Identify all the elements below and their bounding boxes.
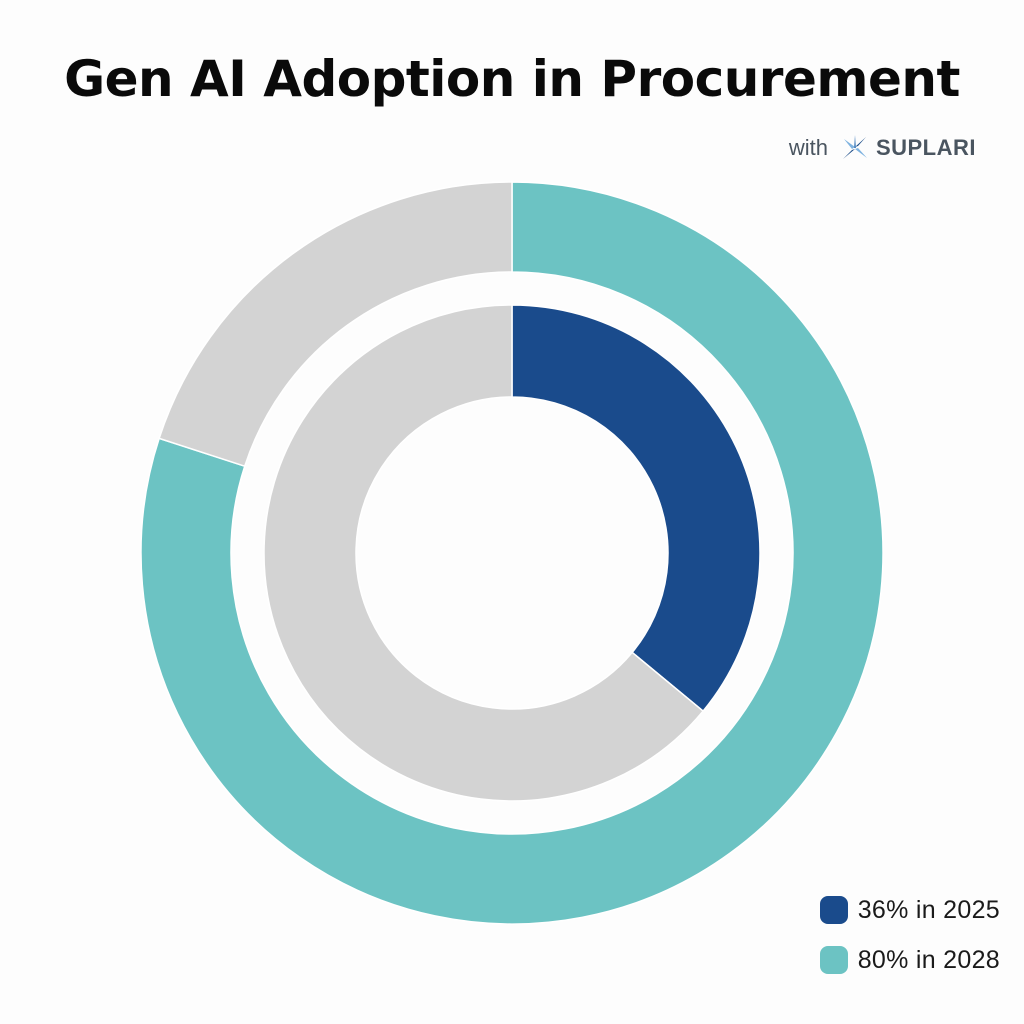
outer-ring-value-segment [140,181,884,925]
legend-label-2025: 36% in 2025 [857,895,1000,924]
legend-label-2028: 80% in 2028 [857,945,1000,974]
logo-shard-1 [843,139,855,149]
logo-shard-2 [854,137,866,147]
logo-shard-4 [854,148,867,158]
subtitle: with SUPLARI [789,133,976,163]
inner-ring-remainder-segment [263,304,705,802]
with-text: with [788,135,828,160]
brand-name: SUPLARI [875,135,976,160]
logo-shard-5 [853,135,856,148]
legend-item-2025: 36% in 2025 [819,890,1000,930]
legend-swatch-2025 [819,896,848,924]
logo-shard-3 [842,149,855,159]
inner-ring-value-segment [511,304,761,713]
legend: 36% in 2025 80% in 2028 [819,890,1000,990]
suplari-logo-icon [842,135,867,159]
legend-item-2028: 80% in 2028 [819,940,1000,980]
chart-title: Gen AI Adoption in Procurement [64,50,960,108]
outer-ring [140,181,884,925]
outer-ring-remainder-segment [158,181,513,468]
legend-swatch-2028 [819,946,848,974]
inner-ring [263,304,761,802]
